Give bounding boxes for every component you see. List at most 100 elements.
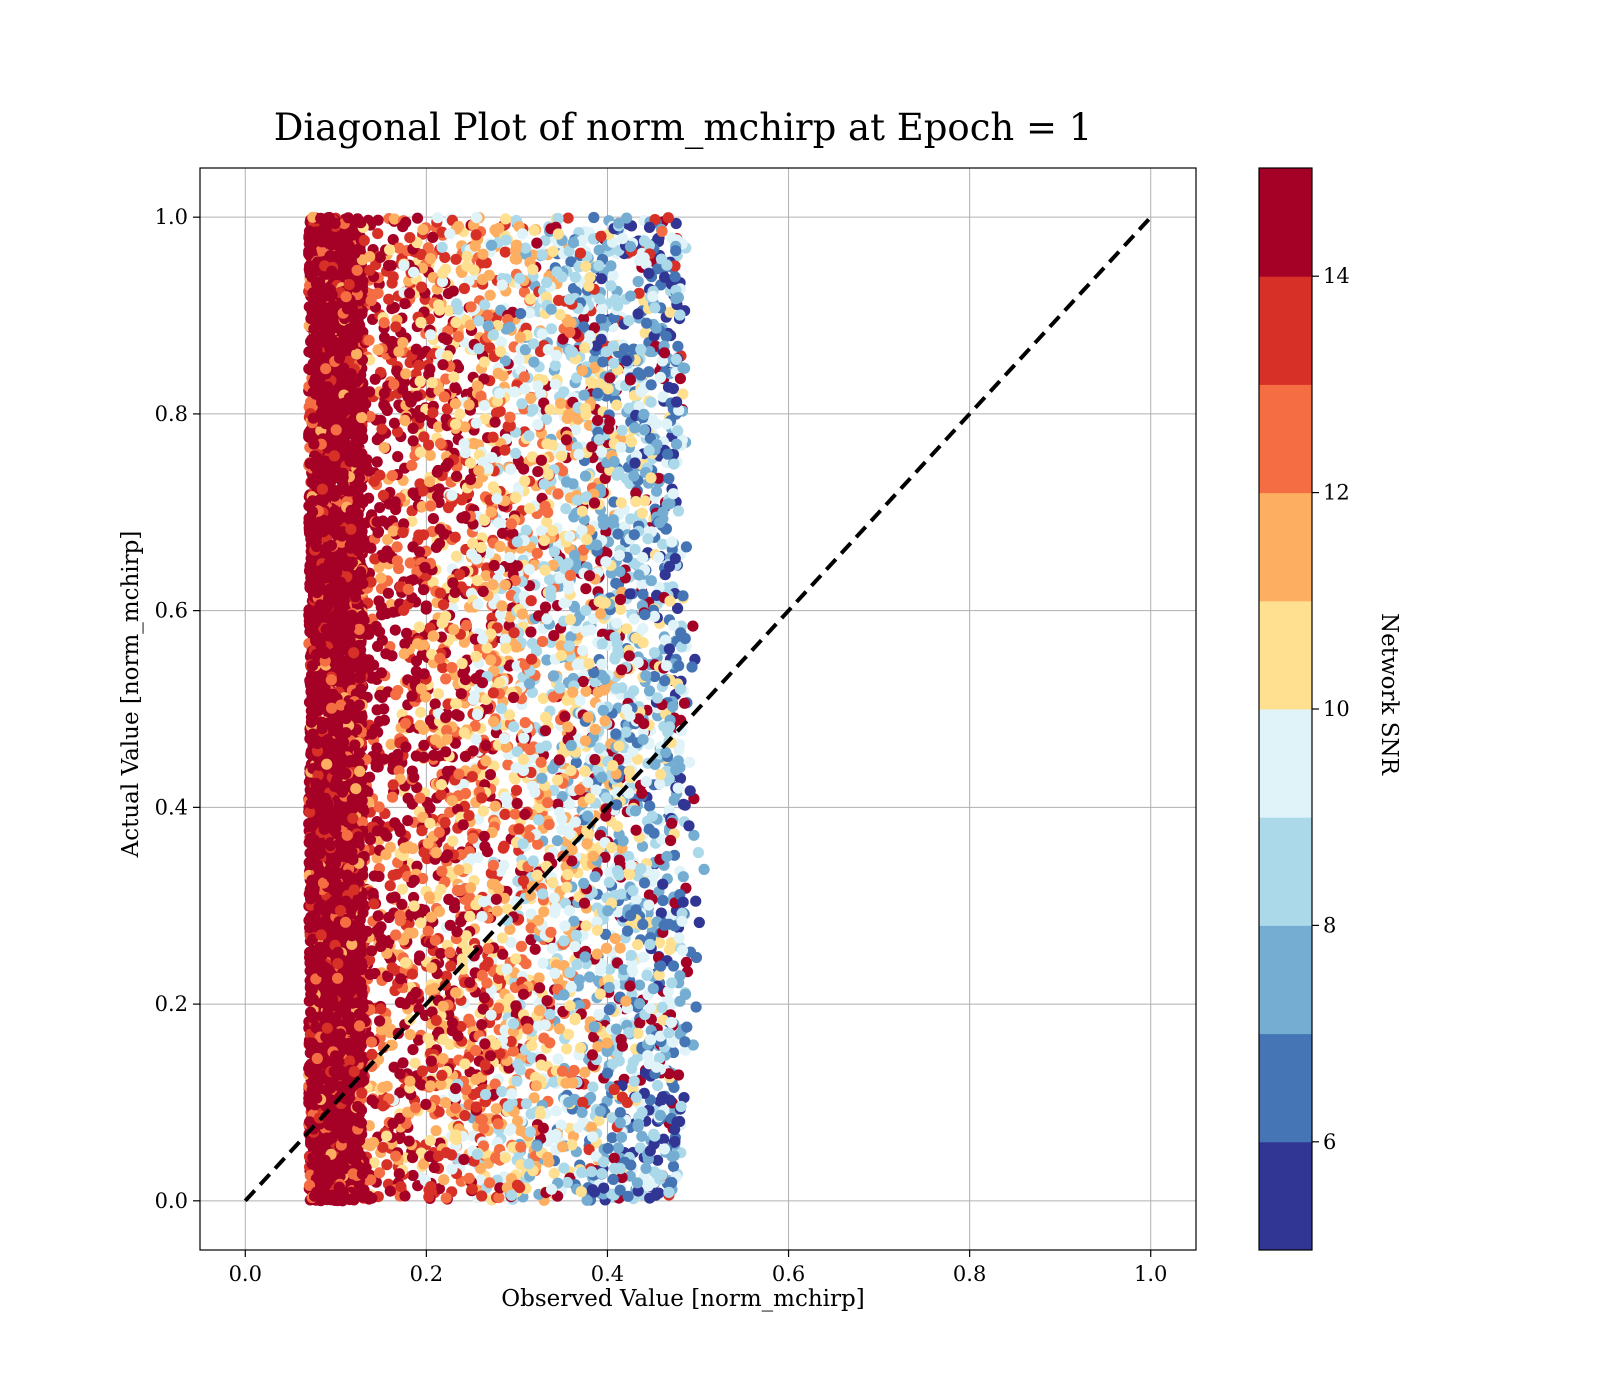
- scatter-point: [478, 356, 490, 368]
- scatter-point: [643, 823, 655, 835]
- scatter-point: [463, 1013, 475, 1025]
- scatter-point: [632, 275, 644, 288]
- scatter-point: [596, 658, 608, 670]
- scatter-point: [418, 584, 430, 596]
- scatter-point: [553, 806, 566, 819]
- scatter-point: [484, 769, 496, 781]
- scatter-point: [690, 895, 702, 907]
- scatter-point: [392, 451, 404, 463]
- scatter-point: [656, 225, 668, 237]
- scatter-point: [625, 436, 638, 448]
- plot-area: 0.0 0.2 0.4 0.6 0.8 1.0 0.00.20.40.60.81.0: [155, 167, 1197, 1286]
- scatter-point: [539, 235, 551, 247]
- scatter-point: [418, 739, 430, 751]
- scatter-point: [458, 727, 470, 739]
- scatter-point: [549, 359, 562, 372]
- scatter-point: [560, 503, 572, 515]
- scatter-point: [640, 1162, 652, 1174]
- scatter-point: [407, 435, 419, 447]
- scatter-point: [580, 583, 592, 595]
- scatter-point: [374, 251, 386, 263]
- scatter-point: [442, 502, 455, 514]
- scatter-point: [499, 246, 511, 258]
- scatter-point: [407, 1169, 419, 1182]
- scatter-point: [595, 313, 607, 325]
- scatter-point: [561, 1043, 573, 1055]
- scatter-points: [303, 211, 710, 1207]
- scatter-point: [652, 1079, 664, 1092]
- scatter-point: [450, 550, 463, 562]
- chart-title: Diagonal Plot of norm_mchirp at Epoch = …: [274, 106, 1093, 150]
- scatter-point: [693, 916, 705, 929]
- scatter-point: [692, 847, 705, 859]
- scatter-point: [580, 625, 592, 637]
- scatter-point: [424, 1134, 436, 1146]
- scatter-point: [533, 1005, 546, 1017]
- scatter-point: [510, 784, 523, 796]
- scatter-point: [470, 229, 482, 241]
- scatter-point: [508, 721, 520, 733]
- scatter-point: [632, 939, 644, 951]
- scatter-point: [596, 446, 608, 458]
- scatter-point: [680, 956, 693, 969]
- scatter-point: [552, 488, 564, 500]
- scatter-point: [533, 972, 545, 984]
- scatter-point: [486, 239, 498, 251]
- scatter-point: [477, 805, 489, 817]
- scatter-point: [509, 808, 521, 820]
- scatter-point: [432, 688, 445, 700]
- scatter-point: [388, 417, 401, 429]
- scatter-point: [674, 309, 686, 321]
- scatter-point: [551, 835, 564, 847]
- scatter-point: [525, 595, 537, 607]
- scatter-point: [463, 810, 475, 822]
- scatter-point: [588, 211, 600, 224]
- scatter-point: [385, 738, 397, 751]
- scatter-point: [489, 800, 501, 812]
- scatter-point: [424, 449, 436, 461]
- scatter-point: [402, 792, 414, 804]
- scatter-point: [396, 898, 408, 911]
- scatter-point: [587, 1081, 599, 1093]
- scatter-point: [611, 617, 623, 629]
- scatter-point: [407, 1044, 419, 1056]
- scatter-point: [498, 840, 510, 852]
- scatter-point: [548, 546, 561, 558]
- scatter-point: [564, 798, 576, 810]
- scatter-point: [667, 1160, 680, 1172]
- scatter-point: [373, 801, 385, 813]
- scatter-point: [569, 940, 581, 953]
- scatter-point: [648, 647, 661, 659]
- scatter-point: [676, 944, 689, 957]
- scatter-point: [515, 940, 528, 953]
- scatter-point: [526, 637, 539, 650]
- scatter-point: [372, 228, 384, 240]
- scatter-point: [615, 441, 627, 454]
- scatter-point: [531, 237, 543, 249]
- scatter-point: [470, 733, 482, 745]
- scatter-point: [380, 849, 392, 861]
- scatter-point: [445, 960, 457, 972]
- scatter-point: [529, 943, 541, 955]
- scatter-point: [381, 1159, 393, 1171]
- scatter-point: [499, 808, 511, 821]
- scatter-point: [494, 405, 506, 417]
- scatter-point: [612, 1142, 624, 1154]
- scatter-point: [636, 840, 649, 852]
- scatter-point: [480, 570, 492, 582]
- scatter-point: [415, 706, 427, 718]
- scatter-point: [428, 1162, 440, 1174]
- scatter-point: [628, 470, 640, 482]
- scatter-point: [539, 1019, 551, 1031]
- scatter-point: [607, 269, 619, 281]
- scatter-point: [389, 624, 401, 636]
- scatter-point: [535, 525, 548, 537]
- scatter-point: [687, 620, 699, 632]
- scatter-point: [552, 1053, 564, 1065]
- scatter-point: [553, 294, 565, 306]
- scatter-point: [636, 507, 648, 519]
- scatter-point: [430, 1125, 442, 1137]
- scatter-point: [383, 293, 395, 305]
- scatter-point: [523, 430, 535, 442]
